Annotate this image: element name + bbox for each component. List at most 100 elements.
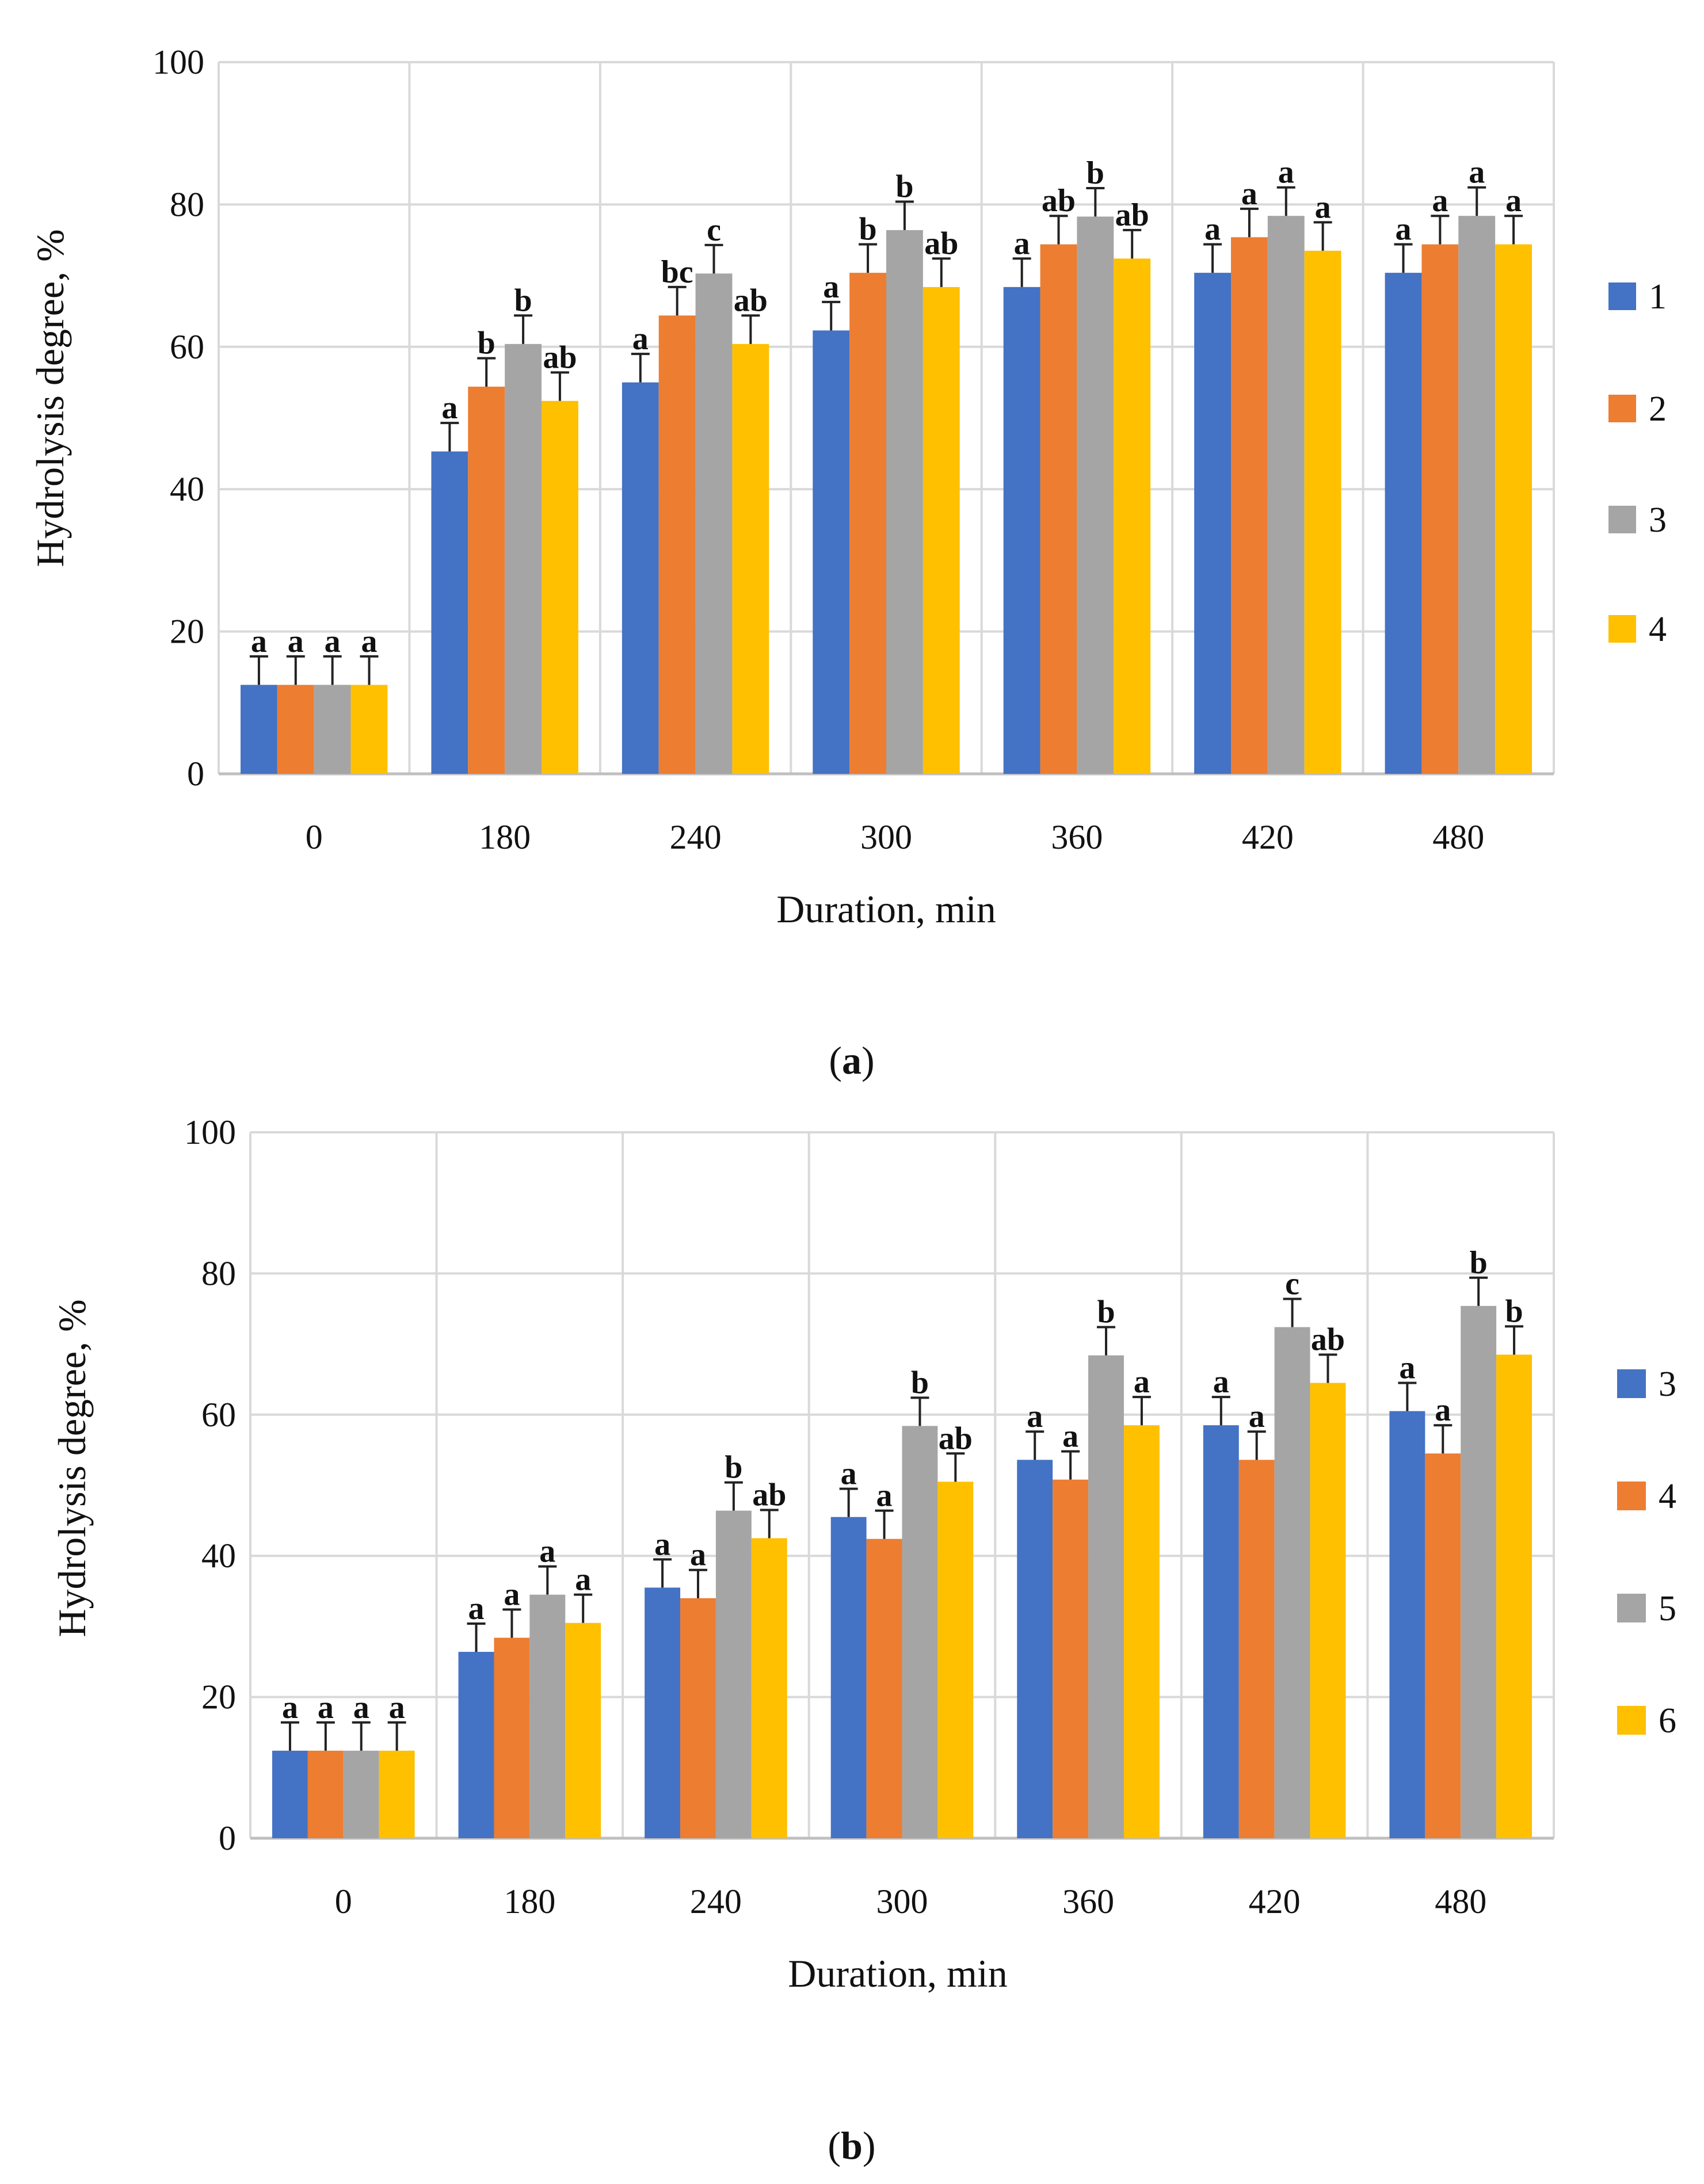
chart-a-significance-label: ab (924, 226, 958, 261)
chart-a-bar (1421, 244, 1459, 774)
chart-b-ytick-label: 60 (201, 1396, 236, 1434)
chart-b-legend-swatch (1617, 1706, 1646, 1735)
chart-a-significance-label: a (1241, 176, 1257, 212)
chart-b-significance-label: ab (939, 1421, 973, 1456)
chart-a-bar (431, 451, 468, 774)
chart-a-bar (732, 343, 769, 774)
chart-b-bars (272, 1305, 1532, 1838)
chart-b-ytick-label: 0 (219, 1819, 236, 1857)
chart-a-bar (658, 315, 696, 774)
chart-a-legend-label: 1 (1649, 277, 1667, 316)
chart-a-significance-label: a (1014, 226, 1030, 261)
chart-b-bar (1389, 1411, 1425, 1838)
chart-a-ytick-label: 20 (170, 613, 204, 651)
chart-b-xtick-label: 0 (335, 1883, 352, 1920)
chart-a-significance-label: ab (734, 282, 768, 318)
chart-a-ytick-labels: 0 20 40 60 80 100 (153, 43, 204, 793)
chart-b-bar (1088, 1355, 1124, 1838)
chart-b-bar (1461, 1305, 1497, 1838)
chart-b-bar (715, 1510, 752, 1838)
chart-b-ytick-label: 80 (201, 1254, 236, 1292)
chart-b-xtick-label: 360 (1062, 1883, 1114, 1920)
chart-b-bar (565, 1622, 601, 1838)
chart-b-bar (1017, 1460, 1053, 1838)
chart-a-xtick-label: 420 (1242, 818, 1294, 856)
chart-b-bar (680, 1598, 716, 1838)
chart-a-significance-label: a (251, 624, 267, 659)
chart-a-significance-label: a (823, 269, 839, 305)
chart-a-bar (622, 382, 659, 774)
chart-a-bar (468, 387, 505, 774)
chart-b-bar (751, 1538, 787, 1838)
chart-b-legend: 3 4 5 6 (1617, 1365, 1676, 1740)
chart-a-significance-label: a (1505, 183, 1522, 219)
chart-b-significance-label: a (1399, 1350, 1415, 1386)
chart-a-bar (886, 230, 923, 774)
chart-b-significance-label: a (318, 1690, 334, 1725)
chart-a-bar (542, 400, 578, 774)
chart-a-legend-swatch (1608, 506, 1636, 533)
chart-b-significance-label: a (389, 1690, 405, 1725)
chart-b-significance-label: c (1285, 1266, 1299, 1302)
chart-a-bar (1003, 287, 1040, 774)
chart-a-significance-label: a (325, 624, 341, 659)
chart-b-bar (379, 1750, 415, 1838)
chart-a-legend-swatch (1608, 395, 1636, 422)
chart-b-significance-label: a (1213, 1364, 1229, 1400)
chart-a-bar (1231, 237, 1268, 774)
chart-b-bar (866, 1538, 902, 1838)
chart-b-legend-label: 5 (1659, 1589, 1676, 1628)
chart-a-significance-label: b (859, 212, 876, 247)
chart-a-ytick-label: 40 (170, 470, 204, 508)
chart-b-ytick-labels: 0 20 40 60 80 100 (184, 1113, 236, 1857)
chart-b-significance-label: b (1505, 1293, 1523, 1329)
chart-a-y-axis-title: Hydrolysis degree, % (28, 229, 72, 567)
chart-a-significance-label: b (1087, 155, 1104, 191)
chart-a-significance-label: bc (661, 254, 693, 290)
chart-a-significance-label: a (1396, 212, 1412, 247)
chart-a-bars (241, 216, 1532, 774)
chart-a-significance-label: ab (543, 339, 577, 375)
chart-b-xtick-label: 480 (1435, 1883, 1486, 1920)
chart-b-bar (1310, 1383, 1346, 1838)
chart-b-significance-label: a (1134, 1364, 1150, 1400)
chart-b-significance-label: a (690, 1537, 706, 1573)
chart-a-legend-label: 4 (1649, 610, 1667, 649)
chart-a-ytick-label: 60 (170, 328, 204, 366)
chart-b-xtick-labels: 0 180 240 300 360 420 480 (335, 1883, 1486, 1920)
chart-b-significance-label: b (725, 1450, 742, 1486)
chart-b-xtick-label: 180 (504, 1883, 555, 1920)
chart-b-significance-label: a (1062, 1419, 1078, 1454)
chart-a-legend-swatch (1608, 282, 1636, 310)
chart-b-bar (1238, 1460, 1275, 1838)
chart-b-significance-label: a (504, 1576, 520, 1612)
chart-b-bar (902, 1426, 938, 1838)
chart-a-xtick-label: 300 (860, 818, 912, 856)
chart-b-error-bars (280, 1276, 1524, 1751)
chart-a-significance-label: b (478, 326, 495, 361)
chart-b-bar (494, 1637, 530, 1838)
chart-a-significance-label: a (1315, 189, 1331, 225)
chart-b-bar (645, 1587, 681, 1838)
chart-a-bar (241, 685, 277, 774)
chart-a-xtick-labels: 0 180 240 300 360 420 480 (306, 818, 1485, 856)
chart-b-bar (830, 1517, 867, 1838)
chart-a-significance-label: b (895, 169, 913, 204)
chart-a-xtick-label: 0 (306, 818, 323, 856)
chart-a-bar (277, 685, 314, 774)
chart-b-significance-label: ab (1311, 1322, 1345, 1358)
chart-a-significance-label: ab (1115, 197, 1149, 233)
chart-a-legend-label: 2 (1649, 390, 1667, 429)
chart-a-bar (1114, 258, 1151, 774)
chart-a-significance-label: c (707, 212, 721, 248)
chart-b-significance-label: b (911, 1365, 929, 1400)
chart-a-bar (1458, 216, 1496, 774)
chart-a-bar (1040, 244, 1077, 774)
chart-a-significance-label: a (361, 624, 378, 659)
chart-a-error-bars (249, 186, 1523, 685)
chart-a-ytick-label: 0 (187, 755, 204, 793)
chart-a-bar (813, 330, 850, 774)
